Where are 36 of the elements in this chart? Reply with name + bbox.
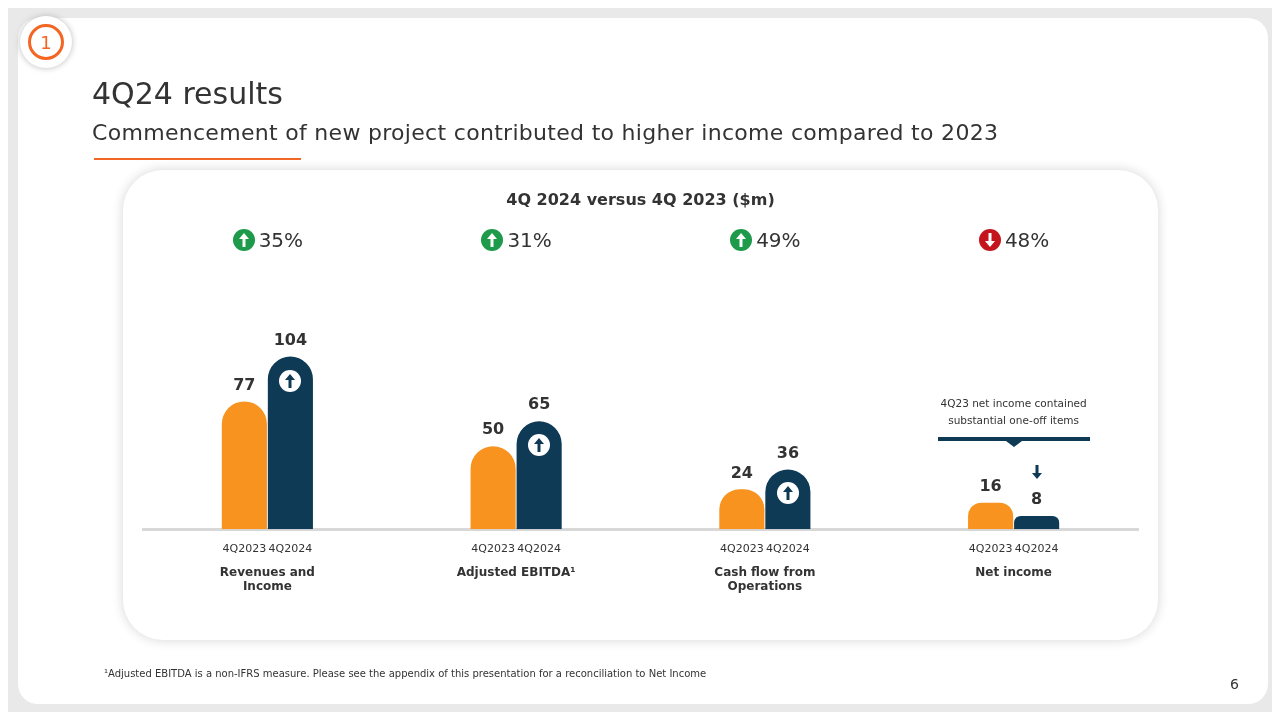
series-label: 4Q2024 xyxy=(268,541,313,555)
data-label: 8 xyxy=(1031,489,1043,509)
chart-subtitle: Commencement of new project contributed to higher income compared to 2023 xyxy=(92,120,999,145)
text: 4Q 2024 versus 4Q 2023 ($m) xyxy=(505,190,776,209)
text: 4Q2024 xyxy=(766,541,810,555)
text: 4Q2023 xyxy=(720,541,764,555)
text: 49% xyxy=(756,228,801,252)
text: 6 xyxy=(1230,676,1239,692)
bar xyxy=(267,356,313,530)
data-label: 50 xyxy=(481,419,505,439)
text: 31% xyxy=(507,228,552,252)
text: 35% xyxy=(258,228,304,252)
annotation: 4Q23 net income contained substantial one-off items xyxy=(939,395,1088,428)
data-label: 77 xyxy=(233,374,256,394)
data-label: 24 xyxy=(730,462,753,482)
data-label: 65 xyxy=(528,394,551,414)
bar xyxy=(1014,515,1060,530)
data-label: 36 xyxy=(776,442,800,462)
text: 4Q2024 xyxy=(517,541,561,555)
x-tick-label: Revenues and Income xyxy=(219,564,315,593)
x-tick-label: Cash flow from Operations xyxy=(714,564,816,593)
bar xyxy=(470,446,516,530)
series-label: 4Q2023 xyxy=(222,541,267,555)
data-label: 16 xyxy=(979,475,1002,495)
text: 4Q2023 xyxy=(471,541,515,555)
text: 4Q2024 xyxy=(1014,541,1059,555)
chart-title: 4Q24 results xyxy=(92,76,283,111)
x-tick-label: Net income xyxy=(975,564,1053,579)
text: 4Q2023 xyxy=(968,541,1013,555)
bar xyxy=(221,401,267,530)
bar xyxy=(968,502,1014,530)
bar xyxy=(516,421,562,530)
data-label: 104 xyxy=(273,329,308,349)
text: 48% xyxy=(1004,228,1050,252)
text: ¹Adjusted EBITDA is a non-IFRS measure. Please see the appendix of this presentation for a reconciliation to Net Income xyxy=(104,668,707,679)
x-tick-label: Adjusted EBITDA¹ xyxy=(456,564,576,579)
